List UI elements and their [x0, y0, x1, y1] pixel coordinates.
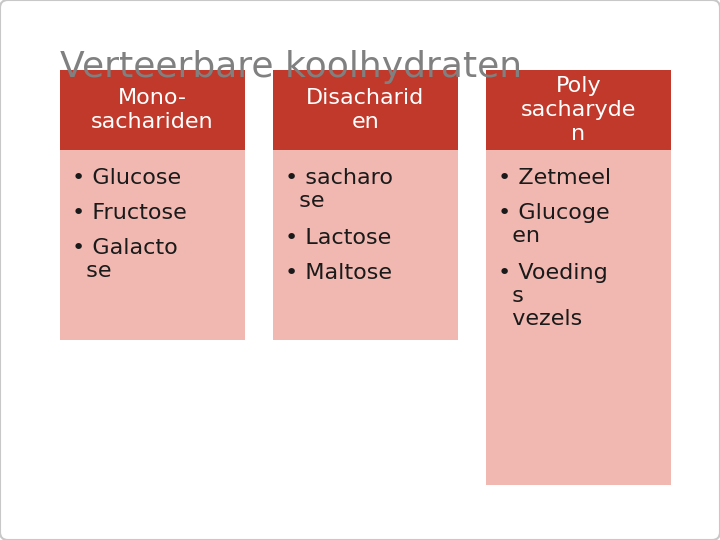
Text: • Lactose: • Lactose [285, 228, 391, 248]
Bar [486, 150, 671, 485]
Text: Disacharid
en: Disacharid en [307, 88, 425, 132]
Text: Poly
sacharyde
n: Poly sacharyde n [521, 76, 636, 144]
Bar [486, 70, 671, 150]
Text: • sacharo
  se: • sacharo se [285, 168, 393, 211]
Text: • Zetmeel: • Zetmeel [498, 168, 611, 188]
Bar [60, 150, 245, 340]
Bar [60, 70, 245, 150]
Text: • Voeding
  s
  vezels: • Voeding s vezels [498, 263, 608, 329]
Text: Verteerbare koolhydraten: Verteerbare koolhydraten [60, 50, 522, 84]
Text: • Glucose: • Glucose [72, 168, 181, 188]
Text: • Glucoge
  en: • Glucoge en [498, 203, 610, 246]
Text: • Fructose: • Fructose [72, 203, 186, 223]
Bar [273, 70, 458, 150]
Text: • Maltose: • Maltose [285, 263, 392, 283]
Bar [273, 150, 458, 340]
Text: Mono-
sachariden: Mono- sachariden [91, 88, 214, 132]
Text: • Galacto
  se: • Galacto se [72, 238, 178, 281]
